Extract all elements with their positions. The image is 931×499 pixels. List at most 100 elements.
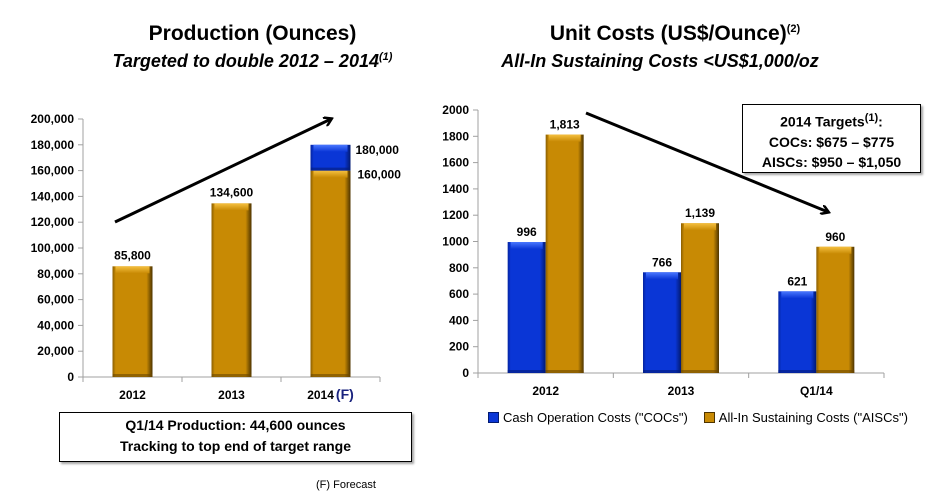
production-note-box: Q1/14 Production: 44,600 ounces Tracking… — [59, 412, 412, 462]
production-bar-2012-body — [112, 266, 153, 377]
y-tick-label: 1000 — [442, 235, 469, 249]
unit-costs-legend: Cash Operation Costs ("COCs") All-In Sus… — [488, 410, 908, 425]
production-bar-2013-body — [211, 203, 252, 377]
cocs-bar-2013-shadow — [643, 370, 681, 373]
cocs-bar-Q1/14-bevel — [781, 291, 814, 299]
y-tick-label: 200,000 — [31, 112, 75, 126]
data-label: 1,139 — [685, 206, 715, 220]
y-tick-label: 2000 — [442, 103, 469, 117]
production-bar-2014-shadow — [310, 374, 351, 377]
y-tick-label: 800 — [449, 261, 469, 275]
forecast-marker: (F) — [336, 386, 354, 402]
cocs-bar-2013-bevel — [646, 272, 678, 280]
targets-heading-text: 2014 Targets — [780, 113, 865, 130]
production-note-line1: Q1/14 Production: 44,600 ounces — [125, 417, 346, 433]
legend-swatch-aiscs — [703, 412, 715, 423]
footnote-marker: (2) — [786, 23, 801, 35]
production-bar-2014-bevel — [313, 170, 348, 178]
footnote-marker: (1) — [864, 112, 879, 124]
aiscs-bar-2012-body — [545, 134, 584, 373]
data-label: 960 — [825, 230, 845, 244]
production-chart-title: Production (Ounces) — [0, 22, 505, 46]
aiscs-bar-2013-body — [681, 223, 719, 373]
production-bar-2012-bevel — [115, 266, 150, 274]
y-tick-label: 0 — [462, 366, 469, 380]
targets-cocs: COCs: $675 – $775 — [768, 133, 895, 150]
data-label: 85,800 — [114, 248, 151, 262]
x-tick-label: 2013 — [218, 388, 245, 402]
y-tick-label: 120,000 — [31, 215, 75, 229]
aiscs-bar-2012-bevel — [548, 134, 581, 142]
cocs-bar-2013-body — [643, 272, 681, 373]
aiscs-bar-Q1/14-bevel — [819, 246, 852, 254]
trend-up-arrow — [114, 119, 331, 224]
data-label: 621 — [787, 274, 807, 288]
production-chart: 0 20,000 40,000 60,000 80,000 100,000 120,000 1… — [31, 112, 402, 402]
targets-heading: 2014 Targets(1): — [743, 108, 920, 132]
unit-costs-title-text: Unit Costs (US$/Ounce) — [549, 22, 787, 45]
targets-box: 2014 Targets(1): COCs: $675 – $775 AISCs… — [742, 104, 921, 173]
production-bar-2012-shadow — [112, 374, 153, 377]
cocs-bar-2012-bevel — [510, 242, 543, 250]
y-tick-label: 60,000 — [37, 293, 74, 307]
cocs-bar-2012-body — [507, 242, 546, 373]
production-target-bar-2014-shadow — [310, 167, 351, 171]
y-tick-label: 200 — [449, 340, 469, 354]
production-title-text: Production (Ounces) — [148, 22, 357, 45]
y-tick-label: 600 — [449, 287, 469, 301]
y-tick-label: 1800 — [442, 129, 469, 143]
x-tick-label: 2013 — [668, 384, 695, 398]
data-label: 160,000 — [358, 168, 402, 182]
cocs-bar-2012-shadow — [507, 370, 546, 373]
data-label: 180,000 — [356, 143, 400, 157]
production-chart-subtitle: Targeted to double 2012 – 2014(1) — [0, 51, 505, 72]
footnote-marker: (1) — [378, 51, 393, 63]
unit-costs-chart: 0 200 400 600 800 1000 1200 1400 1600 1800 2000 996… — [442, 103, 885, 398]
y-tick-label: 400 — [449, 313, 469, 327]
legend-label-cocs: Cash Operation Costs ("COCs") — [503, 410, 688, 425]
unit-costs-subtitle-text: All-In Sustaining Costs <US$1,000/oz — [501, 51, 819, 71]
production-bar-2012 — [112, 266, 153, 377]
y-tick-label: 1200 — [442, 208, 469, 222]
legend-swatch-cocs — [488, 412, 499, 423]
production-target-bar-2014 — [310, 144, 351, 171]
aiscs-bar-Q1/14 — [816, 246, 855, 373]
y-tick-label: 180,000 — [31, 138, 75, 152]
y-tick-label: 20,000 — [37, 344, 74, 358]
y-tick-label: 40,000 — [37, 318, 74, 332]
data-label: 766 — [652, 255, 672, 269]
production-bar-2013 — [211, 203, 252, 377]
x-tick-label: Q1/14 — [800, 384, 833, 398]
data-label: 1,813 — [550, 118, 580, 132]
aiscs-bar-2013-bevel — [684, 223, 716, 231]
production-target-bar-2014-bevel — [313, 144, 348, 152]
production-note-line2: Tracking to top end of target range — [119, 438, 352, 454]
production-bar-2014 — [310, 170, 351, 377]
targets-heading-suffix: : — [878, 113, 883, 130]
aiscs-bar-2013 — [681, 223, 719, 373]
production-bar-2014-body — [310, 170, 351, 377]
aiscs-bar-2012-shadow — [545, 370, 584, 373]
y-tick-label: 0 — [67, 370, 74, 384]
y-tick-label: 160,000 — [31, 164, 75, 178]
cocs-bar-Q1/14-shadow — [778, 370, 817, 373]
production-bar-2013-shadow — [211, 374, 252, 377]
targets-aiscs: AISCs: $950 – $1,050 — [761, 153, 902, 170]
production-bar-2013-bevel — [214, 203, 249, 211]
data-label: 996 — [517, 225, 537, 239]
aiscs-bar-2013-shadow — [681, 370, 719, 373]
y-tick-label: 100,000 — [31, 241, 75, 255]
x-tick-label: 2012 — [119, 388, 146, 402]
aiscs-bar-Q1/14-shadow — [816, 370, 855, 373]
x-tick-label: 2012 — [532, 384, 559, 398]
forecast-footnote: (F) Forecast — [316, 479, 376, 491]
unit-costs-chart-subtitle: All-In Sustaining Costs <US$1,000/oz — [465, 51, 855, 72]
y-tick-label: 1600 — [442, 156, 469, 170]
cocs-bar-Q1/14-body — [778, 291, 817, 373]
cocs-bar-2012 — [507, 242, 546, 373]
unit-costs-chart-title: Unit Costs (US$/Ounce)(2) — [465, 22, 885, 46]
y-tick-label: 140,000 — [31, 189, 75, 203]
cocs-bar-2013 — [643, 272, 681, 373]
legend-label-aiscs: All-In Sustaining Costs ("AISCs") — [718, 410, 908, 425]
